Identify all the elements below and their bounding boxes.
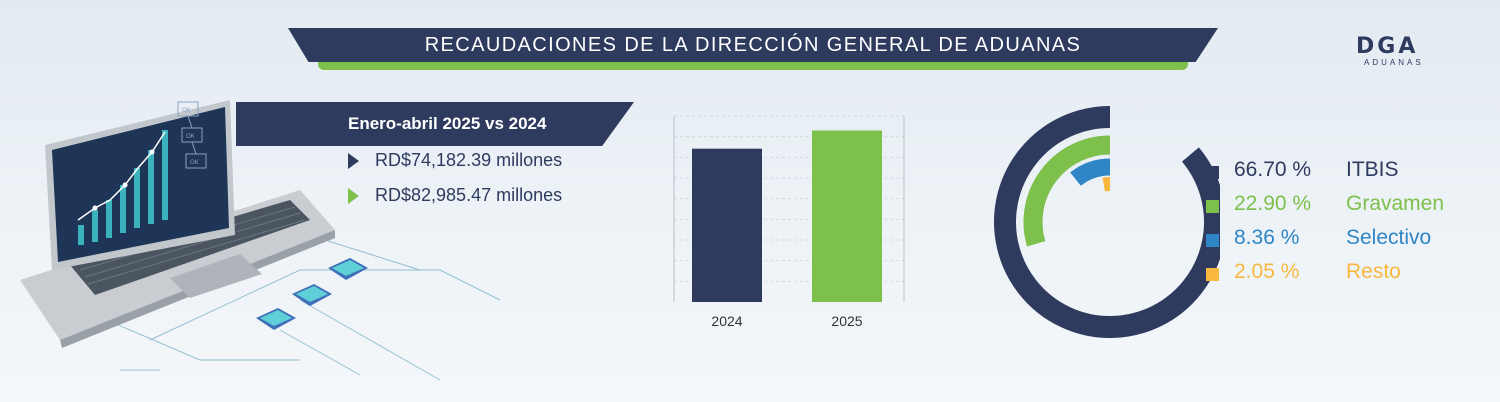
period-label: Enero-abril 2025 vs 2024 — [236, 102, 634, 146]
bar-chart: 2024 2025 — [673, 115, 905, 329]
legend-label: ITBIS — [1346, 158, 1399, 181]
dga-logo: DGA ADUANAS — [1356, 34, 1446, 74]
bar-tick-label: 2024 — [711, 313, 742, 329]
legend-percent: 2.05 % — [1234, 260, 1300, 283]
arc-gravamen — [1023, 135, 1111, 247]
legend-percent: 66.70 % — [1234, 158, 1312, 181]
legend-label: Selectivo — [1346, 226, 1432, 249]
legend-label: Resto — [1346, 260, 1401, 283]
screen-ok-label: OK — [186, 134, 195, 140]
bar-2025 — [812, 130, 882, 302]
logo-letters: DGA — [1356, 34, 1419, 59]
amount-2024: RD$74,182.39 millones — [348, 150, 562, 171]
amount-2025-text: RD$82,985.47 millones — [375, 185, 563, 205]
legend-item-selectivo: 8.36 % Selectivo — [1206, 224, 1496, 258]
legend-swatch — [1206, 166, 1219, 179]
legend-item-gravamen: 22.90 % Gravamen — [1206, 190, 1496, 224]
legend-item-itbis: 66.70 % ITBIS — [1206, 156, 1496, 190]
logo-subtitle: ADUANAS — [1364, 58, 1424, 67]
legend-item-resto: 2.05 % Resto — [1206, 258, 1496, 292]
donut-legend: 66.70 % ITBIS 22.90 % Gravamen 8.36 % Se… — [1206, 156, 1496, 292]
legend-percent: 22.90 % — [1234, 192, 1312, 215]
screen-ok-label: OK — [190, 160, 199, 166]
legend-swatch — [1206, 268, 1219, 281]
legend-swatch — [1206, 200, 1219, 213]
page-title: RECAUDACIONES DE LA DIRECCIÓN GENERAL DE… — [288, 28, 1218, 62]
screen-ok-label: OK — [182, 108, 191, 114]
bullet-triangle-icon — [348, 152, 359, 169]
amount-2025: RD$82,985.47 millones — [348, 185, 562, 206]
title-underline — [318, 62, 1188, 70]
laptop-illustration: OK OK OK — [20, 100, 501, 381]
bullet-triangle-icon — [348, 187, 359, 204]
amount-2024-text: RD$74,182.39 millones — [375, 150, 563, 170]
concentric-arc-chart — [994, 106, 1220, 338]
legend-label: Gravamen — [1346, 192, 1445, 215]
legend-swatch — [1206, 234, 1219, 247]
arc-selectivo — [1070, 158, 1111, 187]
legend-percent: 8.36 % — [1234, 226, 1300, 249]
bar-tick-label: 2025 — [831, 313, 862, 329]
bar-2024 — [692, 148, 762, 302]
arc-resto — [1102, 177, 1111, 192]
